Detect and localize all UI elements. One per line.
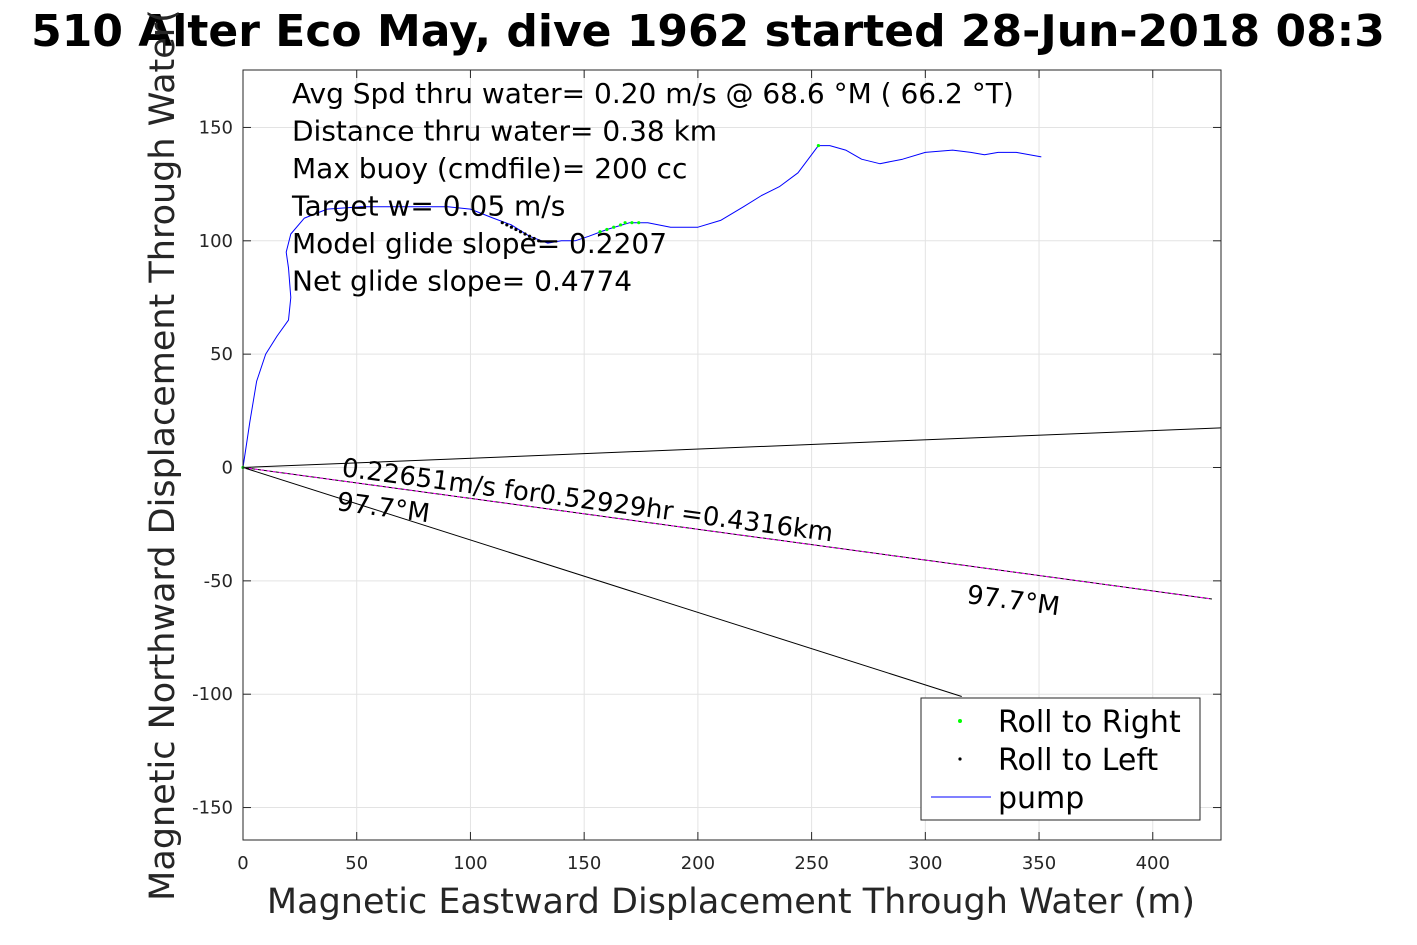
- x-axis-label: Magnetic Eastward Displacement Through W…: [267, 882, 1195, 922]
- series-group: [241, 143, 1042, 470]
- y-tick-label: -150: [192, 798, 233, 819]
- x-tick-label: 300: [908, 853, 942, 874]
- roll-right-point: [612, 225, 616, 229]
- legend-label-roll-right: Roll to Right: [998, 705, 1181, 740]
- annotation-block: Avg Spd thru water= 0.20 m/s @ 68.6 °M (…: [291, 77, 1014, 298]
- roll-right-point: [630, 221, 634, 225]
- y-tick-label: 100: [199, 231, 233, 252]
- x-tick-label: 150: [567, 853, 601, 874]
- reference-lines: [242, 427, 1222, 697]
- annotation-line-6: Net glide slope= 0.4774: [292, 265, 632, 298]
- x-tick-label: 350: [1022, 853, 1056, 874]
- annotation-line-4: Target w= 0.05 m/s: [291, 190, 565, 223]
- annotation-line-3: Max buoy (cmdfile)= 200 cc: [292, 152, 687, 185]
- roll-left-point: [509, 225, 513, 229]
- roll-right-point: [598, 230, 602, 234]
- y-tick-label: 150: [199, 117, 233, 138]
- legend-box: [920, 697, 1201, 821]
- y-tick-label: 0: [222, 458, 233, 479]
- x-tick-label: 200: [681, 853, 715, 874]
- x-tick-label: 0: [237, 853, 248, 874]
- y-axis-label: Magnetic Northward Displacement Through …: [143, 9, 183, 901]
- annotation-line-2: Distance thru water= 0.38 km: [292, 115, 717, 148]
- reference-line-1: [242, 427, 1222, 468]
- roll-left-point: [532, 236, 536, 241]
- x-tick-label: 250: [794, 853, 828, 874]
- roll-left-point: [518, 230, 523, 234]
- annotation-line-5: Model glide slope= 0.2207: [292, 227, 667, 260]
- roll-left-point: [527, 234, 532, 238]
- roll-left-point: [537, 239, 541, 243]
- legend-marker-roll-left: [958, 757, 962, 761]
- x-tick-label: 100: [453, 853, 487, 874]
- y-ticks: -150 -100 -50 0 50 100 150: [192, 117, 1221, 819]
- x-tick-label: 50: [345, 853, 368, 874]
- legend: Roll to Right Roll to Left pump: [920, 697, 1201, 821]
- x-ticks: 0 50 100 150 200 250 300 350 400: [237, 70, 1170, 874]
- chart-title: 510 Alter Eco May, dive 1962 started 28-…: [31, 6, 1385, 57]
- roll-left-point: [500, 221, 504, 225]
- legend-label-roll-left: Roll to Left: [998, 743, 1158, 778]
- y-tick-label: 50: [210, 344, 233, 365]
- roll-left-point: [523, 232, 527, 236]
- x-tick-label: 400: [1136, 853, 1170, 874]
- annotation-line-1: Avg Spd thru water= 0.20 m/s @ 68.6 °M (…: [292, 77, 1014, 110]
- legend-marker-roll-right: [958, 719, 962, 723]
- roll-right-point: [605, 227, 609, 232]
- y-tick-label: -50: [204, 571, 233, 592]
- plot-frame: [242, 69, 1222, 841]
- roll-left-point: [514, 227, 518, 232]
- roll-left-point: [505, 223, 509, 227]
- roll-right-point: [618, 223, 623, 227]
- roll-right-point: [637, 221, 641, 225]
- reference-line-4: [242, 467, 1212, 600]
- reference-line-2: [242, 467, 962, 697]
- y-tick-label: -100: [192, 684, 233, 705]
- roll-right-point: [623, 221, 627, 225]
- roll-right-point: [816, 143, 821, 148]
- legend-label-pump: pump: [998, 781, 1084, 816]
